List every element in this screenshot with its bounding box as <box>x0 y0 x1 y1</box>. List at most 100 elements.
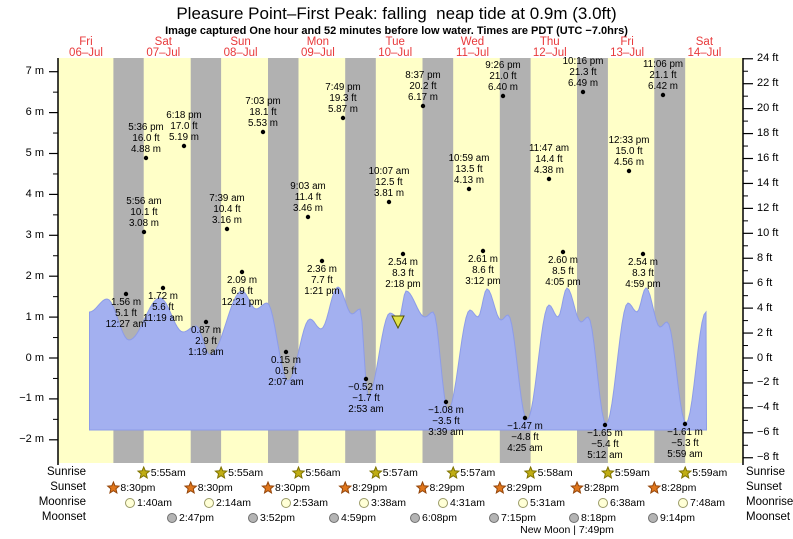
astro-row-label-left: Moonrise <box>38 496 86 508</box>
tide-annotation: 0.15 m 0.5 ft 2:07 am <box>268 355 303 388</box>
moonrise-icon <box>281 498 291 508</box>
sunrise-icon <box>291 465 306 479</box>
moonset-time: 9:14pm <box>660 511 696 524</box>
tide-annotation: −1.47 m −4.8 ft 4:25 am <box>507 421 543 454</box>
moonset-time: 3:52pm <box>260 511 296 524</box>
astro-row-label-right: Moonset <box>746 511 791 523</box>
y-axis-label-ft: 2 ft <box>757 326 773 339</box>
tide-event-dot <box>260 129 266 135</box>
tide-event-dot <box>363 376 369 382</box>
tide-annotation-line: 0.87 m <box>191 325 221 336</box>
astro-row-label-right: Sunrise <box>746 466 785 478</box>
sunset-time: 8:30pm <box>120 481 156 494</box>
day-of-week: Tue <box>385 36 405 48</box>
tide-annotation: 5:36 pm 16.0 ft 4.88 m <box>128 122 163 155</box>
y-axis-label-m: −2 m <box>19 433 44 446</box>
tide-annotation-line: 0.5 ft <box>275 366 297 377</box>
tide-annotation: 2.61 m 8.6 ft 3:12 pm <box>465 254 500 287</box>
moonrise-icon <box>598 498 608 508</box>
sunset-icon <box>492 480 507 494</box>
tide-annotation-line: 4.56 m <box>614 157 644 168</box>
sunset-icon <box>415 480 430 494</box>
tide-event-dot <box>181 143 187 149</box>
day-date: 07–Jul <box>146 46 181 59</box>
sunrise-icon <box>523 465 538 479</box>
astro-row-label-left: Moonset <box>41 511 86 523</box>
tide-annotation-line: 18.1 ft <box>249 107 277 118</box>
y-axis-label-m: 3 m <box>25 228 44 241</box>
moonset-icon <box>329 513 339 523</box>
tide-annotation-line: 2:18 pm <box>385 279 421 290</box>
y-axis-label-ft: 22 ft <box>757 77 779 90</box>
tide-annotation: 2.60 m 8.5 ft 4:05 pm <box>545 255 580 288</box>
tide-annotation-line: 6.40 m <box>488 82 518 93</box>
tide-annotation: 10:16 pm 21.3 ft 6.49 m <box>563 56 604 89</box>
tide-annotation-line: 5:59 am <box>667 449 703 460</box>
day-date: 10–Jul <box>378 46 413 59</box>
tide-annotation-line: 10:59 am <box>448 153 490 164</box>
day-of-week: Sat <box>695 36 714 48</box>
y-axis-label-ft: 8 ft <box>757 251 773 264</box>
tide-annotation-line: 7:49 pm <box>325 82 361 93</box>
tide-annotation: −1.65 m −5.4 ft 5:12 am <box>587 428 623 461</box>
tide-annotation-line: 11:19 am <box>142 313 184 324</box>
tide-annotation-line: 3:39 am <box>428 427 464 438</box>
day-date: 06–Jul <box>69 46 103 59</box>
day-of-week: Thu <box>539 36 560 48</box>
tide-annotation-line: 12.5 ft <box>375 177 403 188</box>
tide-event-dot <box>480 248 486 254</box>
tide-annotation-line: 12:33 pm <box>608 135 650 146</box>
tide-annotation-line: 4.13 m <box>454 175 484 186</box>
tide-annotation-line: 17.0 ft <box>170 121 198 132</box>
astro-row-label-right: Sunset <box>746 481 782 493</box>
tide-annotation-line: 2.09 m <box>227 275 257 286</box>
tide-annotation-line: 11:47 am <box>528 143 570 154</box>
tide-event-dot <box>546 176 552 182</box>
astro-row-label-right: Moonrise <box>746 496 793 508</box>
day-date: 11–Jul <box>455 46 490 59</box>
sunrise-time: 5:59am <box>614 466 650 479</box>
y-axis-label-m: 5 m <box>25 147 44 159</box>
tide-annotation-line: −0.52 m <box>348 382 384 393</box>
tide-annotation-line: 11:06 pm <box>642 59 684 70</box>
sunrise-time: 5:58am <box>537 466 573 479</box>
moonrise-time: 4:31am <box>450 496 486 509</box>
tide-annotation-line: 21.1 ft <box>649 70 677 81</box>
tide-annotation-line: 6.17 m <box>408 92 438 103</box>
tide-annotation: 11:06 pm 21.1 ft 6.42 m <box>643 59 683 92</box>
tide-annotation-line: 2.60 m <box>548 255 578 266</box>
y-axis-label-m: −1 m <box>19 392 44 405</box>
tide-event-dot <box>239 269 245 275</box>
day-date: 08–Jul <box>223 46 258 59</box>
tide-event-dot <box>682 421 688 427</box>
tide-annotation: −1.61 m −5.3 ft 5:59 am <box>667 427 703 460</box>
day-label: Thu 12–Jul <box>515 37 585 58</box>
tide-annotation-line: 3:12 pm <box>465 276 501 287</box>
tide-annotation: 9:26 pm 21.0 ft 6.40 m <box>485 60 520 93</box>
tide-annotation-line: 1:19 am <box>188 347 224 358</box>
tide-event-dot <box>203 319 209 325</box>
tide-annotation: 9:03 am 11.4 ft 3.46 m <box>290 181 325 214</box>
day-of-week: Fri <box>620 36 634 48</box>
moonset-icon <box>410 513 420 523</box>
current-tide-marker <box>391 315 405 330</box>
tide-annotation-line: 21.3 ft <box>569 67 597 78</box>
y-axis-label-ft: 20 ft <box>757 102 779 115</box>
tide-annotation-line: 12:21 pm <box>221 297 263 308</box>
day-of-week: Sat <box>154 36 172 48</box>
tide-event-dot <box>443 399 449 405</box>
tide-annotation-line: 2:07 am <box>268 377 304 388</box>
day-date: 14–Jul <box>687 46 722 59</box>
tide-annotation-line: 5.53 m <box>248 118 278 129</box>
y-axis-label-m: 0 m <box>25 351 44 364</box>
y-axis-label-ft: 0 ft <box>757 351 773 364</box>
tide-annotation-line: 3.16 m <box>212 215 242 226</box>
tide-event-dot <box>143 155 149 161</box>
tide-annotation-line: 11.4 ft <box>294 192 322 203</box>
day-label: Sun 08–Jul <box>206 37 276 58</box>
moonrise-time: 2:53am <box>293 496 329 509</box>
moonset-icon <box>167 513 177 523</box>
tide-annotation-line: 6.49 m <box>568 78 598 89</box>
tide-annotation-line: −1.7 ft <box>352 393 380 404</box>
day-date: 13–Jul <box>610 46 645 59</box>
